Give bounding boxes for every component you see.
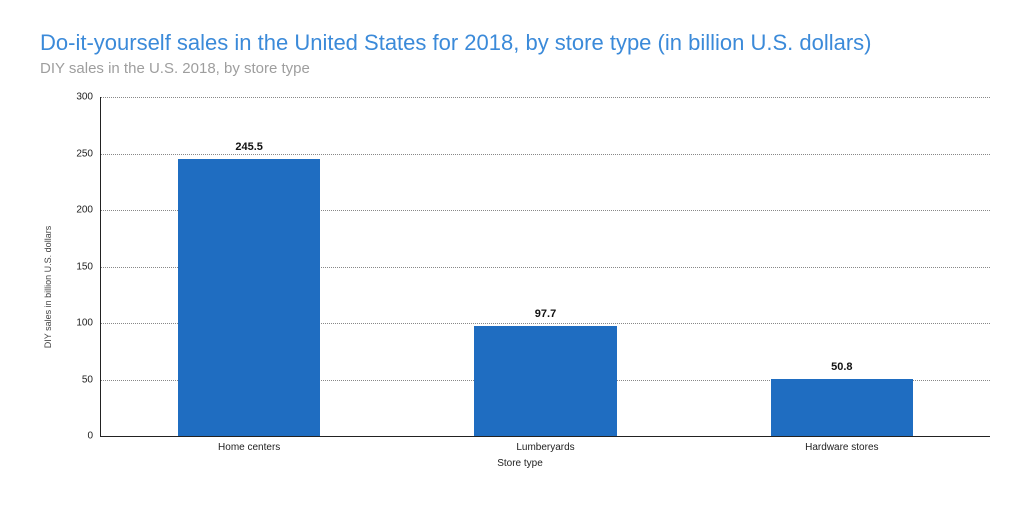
bar-value-label: 97.7 [535, 308, 556, 320]
y-tick-label: 150 [76, 261, 93, 272]
chart-title: Do-it-yourself sales in the United State… [40, 30, 1004, 56]
x-tick-label: Lumberyards [516, 442, 574, 453]
y-axis-label: DIY sales in billion U.S. dollars [43, 226, 53, 348]
bar-value-label: 50.8 [831, 361, 852, 373]
y-tick-label: 0 [87, 431, 93, 442]
y-tick-label: 250 [76, 148, 93, 159]
y-tick-label: 300 [76, 92, 93, 103]
y-tick-label: 100 [76, 318, 93, 329]
y-tick-label: 50 [82, 374, 93, 385]
bar: 50.8 [771, 379, 913, 436]
plot-area: 050100150200250300245.5Home centers97.7L… [100, 97, 990, 437]
x-tick-label: Hardware stores [805, 442, 878, 453]
chart-subtitle: DIY sales in the U.S. 2018, by store typ… [40, 60, 1004, 77]
chart-container: Do-it-yourself sales in the United State… [0, 0, 1024, 509]
chart-area: DIY sales in billion U.S. dollars 050100… [40, 87, 1000, 487]
bar-value-label: 245.5 [235, 141, 263, 153]
x-tick-label: Home centers [218, 442, 280, 453]
gridline [101, 154, 990, 155]
bar: 97.7 [474, 326, 616, 436]
y-tick-label: 200 [76, 205, 93, 216]
gridline [101, 97, 990, 98]
bar: 245.5 [178, 159, 320, 436]
x-axis-label: Store type [497, 458, 543, 469]
